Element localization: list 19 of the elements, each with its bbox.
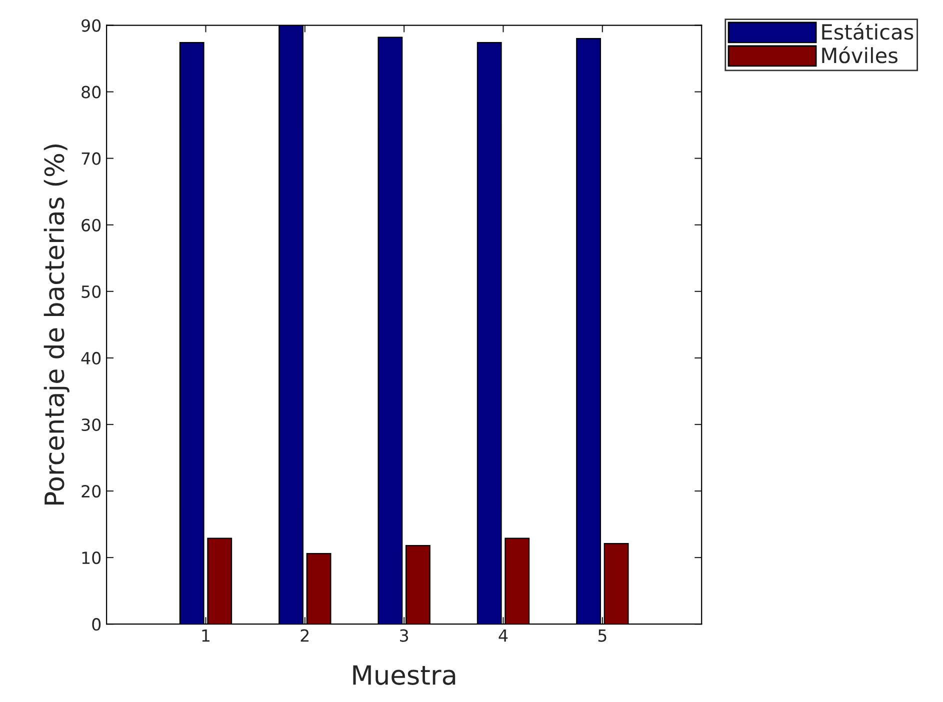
x-tick-label: 1 bbox=[202, 629, 210, 642]
y-tick-label: 90 bbox=[82, 19, 101, 32]
x-tick-label: 5 bbox=[598, 629, 606, 642]
legend-label: Móviles bbox=[822, 46, 898, 64]
legend-label: Estáticas bbox=[822, 22, 914, 40]
y-tick-label: 80 bbox=[82, 86, 101, 98]
y-tick-label: 0 bbox=[92, 618, 101, 631]
y-axis-title: Porcentaje de bacterias (%) bbox=[44, 144, 70, 505]
y-tick-label: 70 bbox=[82, 152, 101, 165]
y-tick-label: 30 bbox=[82, 418, 101, 432]
y-tick-label: 20 bbox=[82, 484, 101, 498]
x-axis-title: Muestra bbox=[353, 665, 456, 685]
y-tick-label: 50 bbox=[82, 285, 101, 298]
x-tick-label: 4 bbox=[498, 629, 508, 642]
x-tick-label: 3 bbox=[400, 629, 408, 642]
y-tick-label: 60 bbox=[82, 218, 101, 232]
y-tick-label: 40 bbox=[81, 352, 101, 365]
x-tick-label: 2 bbox=[300, 629, 309, 642]
y-tick-label: 10 bbox=[82, 552, 101, 564]
